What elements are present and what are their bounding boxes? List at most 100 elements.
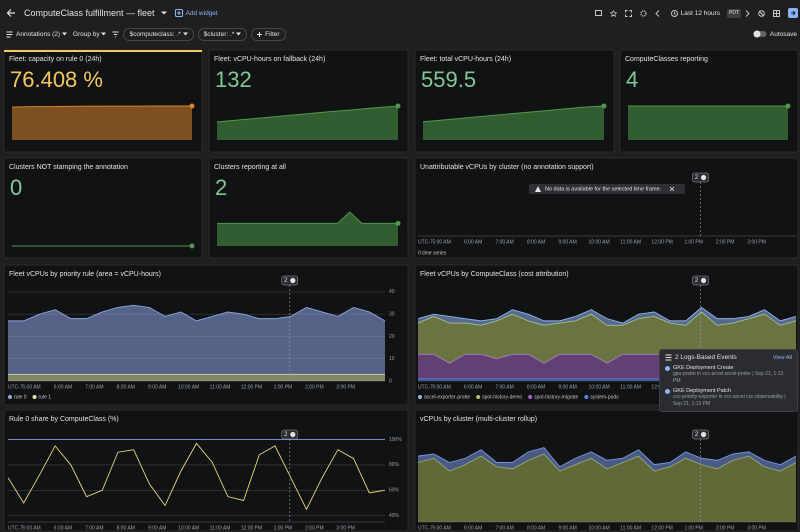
x-tick-label: 9:00 AM [558, 525, 576, 531]
x-tick-label: 12:00 PM [651, 525, 672, 531]
annotations-menu[interactable]: Annotations (2) [16, 31, 67, 38]
y-tick-label: 40 [389, 289, 395, 295]
title-menu-icon[interactable] [160, 10, 167, 16]
filter-chip[interactable]: $computeclass: .* [123, 27, 194, 41]
x-tick-label: 7:00 AM [495, 384, 513, 390]
caret [182, 32, 188, 36]
sparkline-area [217, 212, 398, 246]
x-tick-label: 1:00 PM [684, 239, 703, 245]
back-icon[interactable] [6, 8, 16, 18]
event-dot [665, 388, 670, 394]
add-widget-button[interactable]: Add widget [185, 9, 218, 17]
event-item[interactable]: GKE Deployment Create [665, 365, 792, 371]
annotation-icon [290, 431, 296, 438]
y-tick-label: 40% [389, 513, 400, 519]
series-line [417, 306, 797, 324]
list-icon [665, 354, 672, 361]
view-all-link[interactable]: View All [772, 354, 792, 361]
toolbar: Annotations (2) Group by $computeclass: … [0, 26, 800, 42]
scorecard-value: 0 [10, 175, 22, 200]
next-icon[interactable] [745, 9, 750, 17]
add-widget-icon[interactable] [174, 9, 183, 17]
legend-marker[interactable] [584, 395, 589, 399]
no-data-banner [529, 184, 685, 194]
series-line [7, 442, 386, 511]
annotation-icon [700, 277, 707, 284]
tv-icon[interactable] [594, 9, 602, 17]
events-popup: 2 Logs-Based Events View All GKE Deploym… [659, 349, 798, 412]
x-tick-label: 10:00 AM [589, 239, 610, 245]
x-tick-label: 9:00 AM [148, 525, 166, 531]
x-tick-label: 1:00 PM [684, 525, 703, 531]
scorecard-value: 4 [626, 67, 638, 92]
x-tick-label: 6:00 AM [54, 525, 72, 531]
legend-label[interactable]: rule 0 [14, 394, 27, 400]
x-tick-label: 8:00 AM [117, 525, 135, 531]
x-tick-label: 8:00 AM [527, 525, 545, 531]
legend-marker[interactable] [32, 395, 37, 399]
x-tick-label: 7:00 AM [495, 525, 513, 531]
x-tick-label: 1:00 PM [274, 384, 293, 390]
timezone-label: UTC-7 [8, 384, 23, 390]
sparkline-end [395, 220, 401, 226]
legend-marker[interactable] [418, 395, 422, 399]
sparkline-area [423, 106, 604, 140]
warning-icon [535, 186, 541, 192]
event-name: GKE Deployment Patch [673, 388, 732, 394]
x-tick-label: 6:00 AM [464, 239, 482, 245]
timezone-label: UTC-7 [418, 384, 433, 390]
share-button[interactable] [788, 8, 798, 18]
add-filter-button[interactable]: Filter [251, 27, 286, 41]
x-tick-label: 8:00 AM [527, 384, 545, 390]
annotation-icon [700, 431, 707, 438]
annotation-count: 2 [284, 432, 288, 438]
refresh-off-icon[interactable] [758, 9, 765, 17]
x-tick-label: 10:00 AM [178, 384, 199, 390]
x-tick-label: 11:00 AM [210, 384, 231, 390]
annotations-icon [6, 31, 13, 37]
legend-label[interactable]: rule 1 [39, 394, 52, 400]
panel-title: Fleet: vCPU-hours on fallback (24h) [214, 56, 325, 63]
x-tick-label: 6:00 AM [464, 525, 482, 531]
dashboard-title[interactable]: ComputeClass fulfillment — fleet [24, 8, 155, 18]
panel-title: vCPUs by cluster (multi-cluster rollup) [420, 416, 537, 423]
legend-marker[interactable] [528, 395, 533, 399]
x-tick-label: 5:00 AM [432, 239, 450, 245]
caret [101, 32, 107, 36]
star-icon[interactable] [609, 9, 617, 17]
legend-marker[interactable] [476, 395, 481, 399]
time-range: Last 12 hours [680, 9, 720, 17]
legend-label[interactable]: spot-history-demo [482, 394, 522, 400]
panel-title: Rule 0 share by ComputeClass (%) [9, 416, 119, 423]
filter-chip[interactable]: $cluster: .* [197, 27, 248, 41]
x-tick-label: 2:00 PM [305, 384, 324, 390]
event-detail: ccc-priority-exporter in ccc-accel ccc-o… [673, 394, 786, 407]
x-tick-label: 9:00 AM [148, 384, 166, 390]
x-tick-label: 3:00 PM [336, 384, 355, 390]
grid-icon[interactable] [773, 9, 780, 17]
legend-label[interactable]: spot-history-migrate [534, 394, 578, 400]
legend-marker[interactable] [8, 395, 12, 399]
x-tick-label: 10:00 AM [589, 525, 610, 531]
settings-icon[interactable] [639, 9, 647, 17]
x-tick-label: 6:00 AM [54, 384, 72, 390]
sparkline-area [628, 106, 788, 140]
event-detail: gpu-probe in ccc-accel:accel-probe | Sep… [673, 371, 784, 384]
x-tick-label: 7:00 AM [495, 239, 513, 245]
event-item[interactable]: GKE Deployment Patch [665, 388, 792, 394]
autosave-toggle[interactable] [753, 30, 767, 38]
group-by-menu[interactable]: Group by [73, 31, 107, 38]
legend-label[interactable]: accel-exporter-probe [424, 394, 470, 400]
time-range-picker[interactable]: Last 12 hours [668, 8, 723, 19]
annotation-icon [700, 174, 707, 181]
panel [414, 157, 799, 259]
fullscreen-icon[interactable] [624, 9, 632, 17]
close-icon[interactable] [669, 186, 675, 192]
timezone-chip[interactable]: PDT [727, 8, 741, 18]
autosave-label: Autosave [769, 30, 797, 38]
sparkline-end [189, 243, 195, 249]
y-tick-label: 10 [389, 356, 395, 362]
caret [236, 32, 242, 36]
legend-label[interactable]: system-pods [590, 394, 619, 400]
prev-icon[interactable] [654, 9, 660, 17]
